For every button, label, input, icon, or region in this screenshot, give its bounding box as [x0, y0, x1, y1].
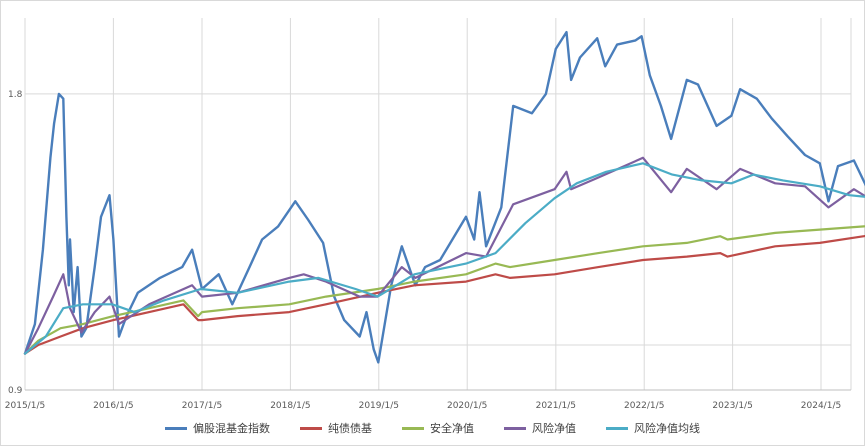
legend-label: 纯债债基	[328, 422, 372, 435]
x-tick-label: 2017/1/5	[182, 401, 222, 411]
legend-item-3: 安全净值	[402, 420, 474, 436]
y-tick-label: 0.9	[8, 386, 23, 396]
series-line-3	[23, 225, 865, 355]
series-layer	[23, 30, 865, 364]
legend: 偏股混基金指数 纯债债基 安全净值 风险净值 风险净值均线	[0, 420, 865, 436]
x-axis-ticks: 2015/1/5 2016/1/5 2017/1/5 2018/1/5 2019/1/5…	[5, 401, 841, 411]
legend-swatch	[504, 426, 526, 430]
series-line-1	[23, 30, 865, 364]
x-tick-label: 2015/1/5	[5, 401, 45, 411]
grid	[24, 18, 852, 391]
legend-swatch	[300, 426, 322, 430]
x-tick-label: 2018/1/5	[270, 401, 310, 411]
legend-label: 安全净值	[430, 422, 474, 435]
x-tick-label: 2022/1/5	[624, 401, 664, 411]
x-tick-label: 2024/1/5	[801, 401, 841, 411]
y-axis-ticks: 0.9 1.8	[8, 90, 23, 396]
x-tick-label: 2021/1/5	[536, 401, 576, 411]
x-tick-label: 2019/1/5	[359, 401, 399, 411]
legend-item-1: 偏股混基金指数	[165, 420, 270, 436]
legend-swatch	[606, 426, 628, 430]
legend-item-4: 风险净值	[504, 420, 576, 436]
series-line-4	[23, 156, 865, 355]
legend-label: 风险净值	[532, 422, 576, 435]
y-tick-label: 1.8	[8, 90, 23, 100]
legend-swatch	[165, 426, 187, 430]
x-tick-label: 2016/1/5	[93, 401, 133, 411]
series-line-5	[23, 162, 865, 355]
x-tick-label: 2020/1/5	[447, 401, 487, 411]
series-line-2	[23, 234, 865, 355]
legend-label: 风险净值均线	[634, 422, 700, 435]
legend-item-2: 纯债债基	[300, 420, 372, 436]
legend-item-5: 风险净值均线	[606, 420, 700, 436]
x-tick-label: 2023/1/5	[712, 401, 752, 411]
legend-swatch	[402, 426, 424, 430]
legend-label: 偏股混基金指数	[193, 422, 270, 435]
